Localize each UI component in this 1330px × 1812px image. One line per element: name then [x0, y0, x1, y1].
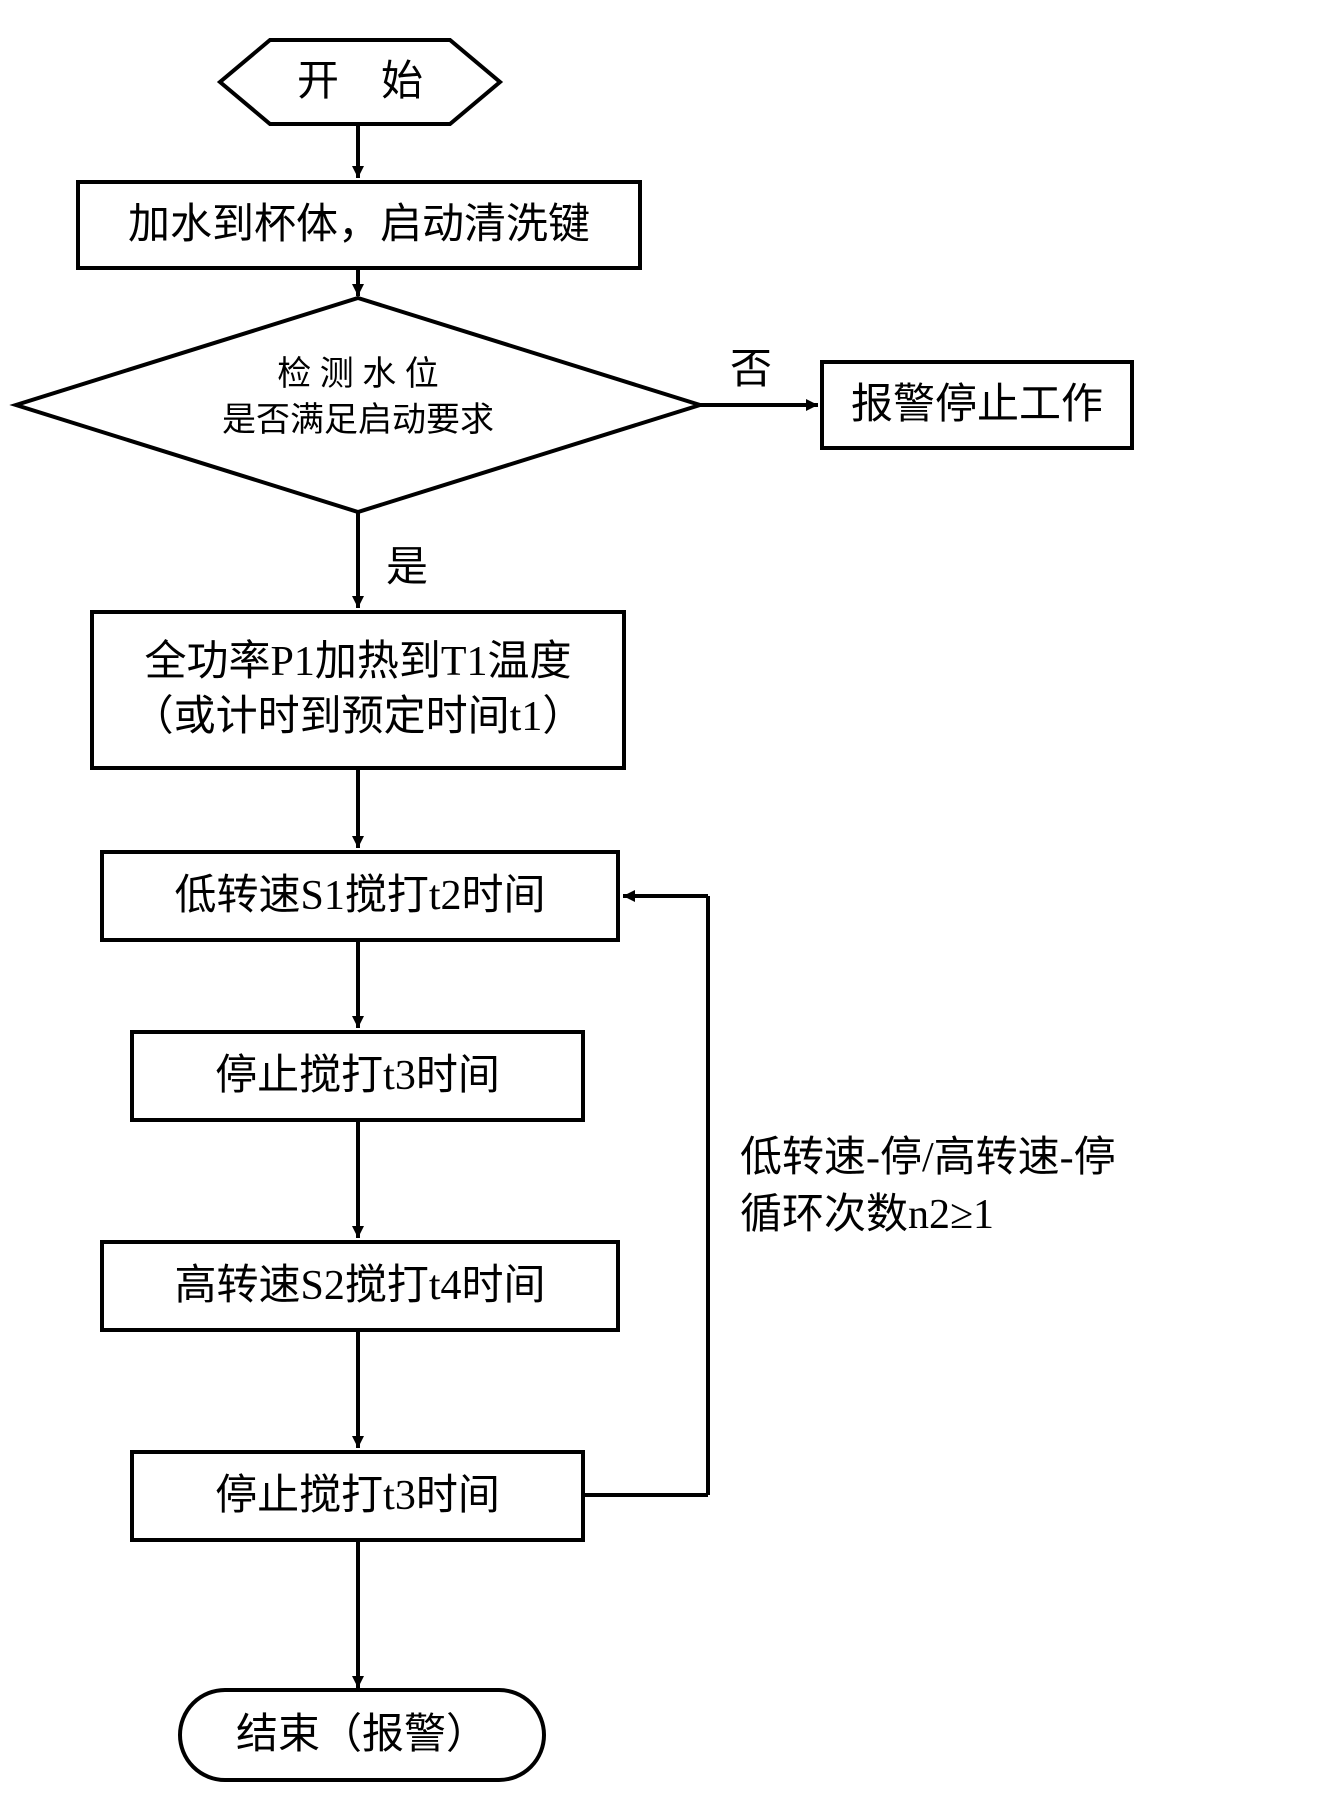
loop-line1: 低转速-停/高转速-停 — [740, 1130, 1116, 1187]
yes-text: 是 — [386, 545, 428, 591]
low-speed-text: 低转速S1搅打t2时间 — [174, 869, 545, 924]
start-text: 开 始 — [297, 54, 423, 111]
stop2-text: 停止搅打t3时间 — [215, 1469, 500, 1524]
low-speed-node: 低转速S1搅打t2时间 — [100, 850, 620, 942]
alarm-stop-node: 报警停止工作 — [820, 360, 1134, 450]
start-node: 开 始 — [220, 40, 500, 124]
edge-label-yes: 是 — [386, 540, 428, 597]
high-speed-node: 高转速S2搅打t4时间 — [100, 1240, 620, 1332]
high-speed-text: 高转速S2搅打t4时间 — [174, 1259, 545, 1314]
stop1-node: 停止搅打t3时间 — [130, 1030, 585, 1122]
decision-line1: 检 测 水 位 — [150, 352, 566, 398]
loop-line2: 循环次数n2≥1 — [740, 1187, 1116, 1244]
decision-line2: 是否满足启动要求 — [150, 398, 566, 444]
flowchart-canvas: 开 始 加水到杯体，启动清洗键 检 测 水 位 是否满足启动要求 否 是 报警停… — [0, 0, 1330, 1812]
heat-line1: 全功率P1加热到T1温度 — [144, 635, 571, 690]
decision-node: 检 测 水 位 是否满足启动要求 — [150, 352, 566, 444]
edge-label-loop: 低转速-停/高转速-停 循环次数n2≥1 — [740, 1130, 1116, 1243]
no-text: 否 — [730, 347, 772, 393]
end-text: 结束（报警） — [236, 1707, 488, 1764]
heat-line2: （或计时到预定时间t1） — [132, 690, 585, 745]
stop2-node: 停止搅打t3时间 — [130, 1450, 585, 1542]
edge-label-no: 否 — [730, 342, 772, 399]
heat-node: 全功率P1加热到T1温度 （或计时到预定时间t1） — [90, 610, 626, 770]
add-water-node: 加水到杯体，启动清洗键 — [76, 180, 642, 270]
end-node: 结束（报警） — [180, 1690, 544, 1780]
alarm-stop-text: 报警停止工作 — [851, 378, 1103, 433]
add-water-text: 加水到杯体，启动清洗键 — [128, 198, 590, 253]
stop1-text: 停止搅打t3时间 — [215, 1049, 500, 1104]
